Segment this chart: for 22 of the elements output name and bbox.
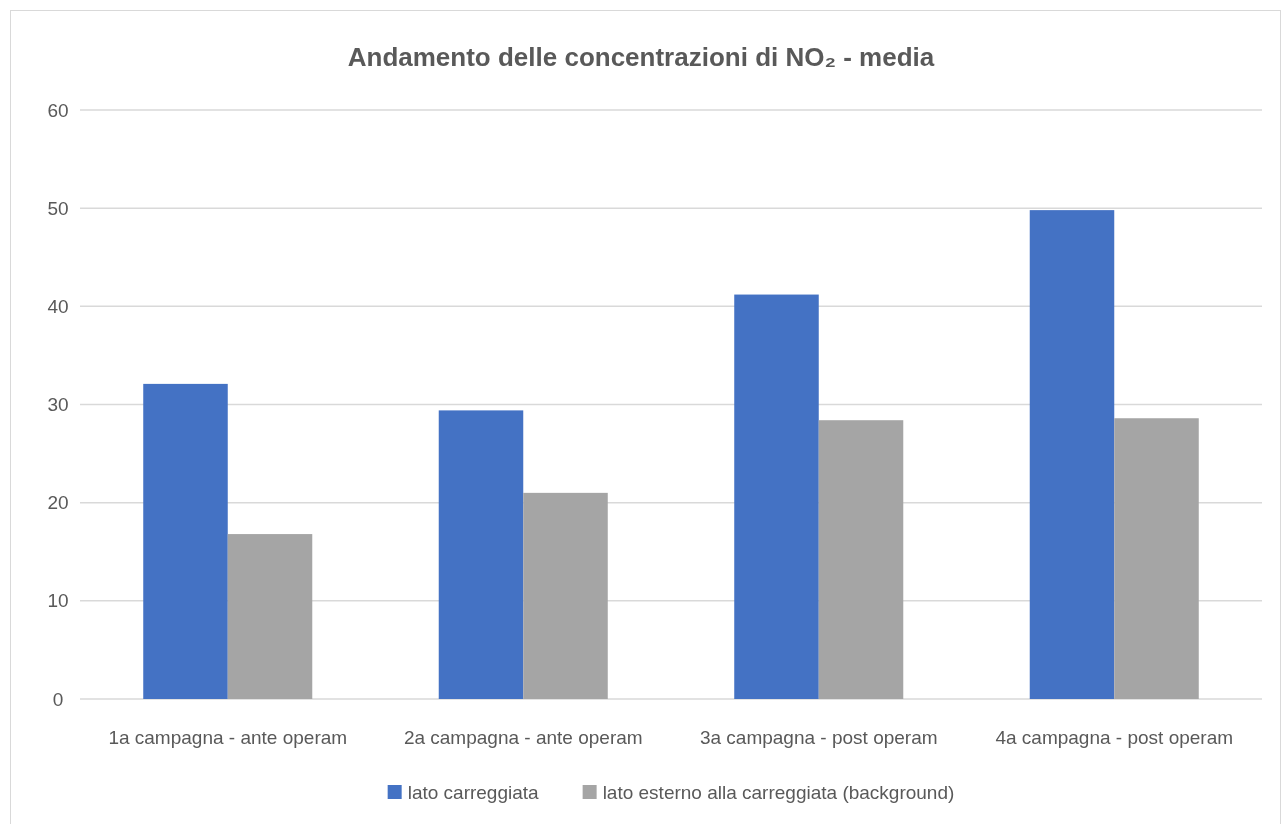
bar [1029,210,1115,699]
bar [438,410,524,699]
bar [143,383,228,699]
bar [227,534,313,699]
x-tick-label: 1a campagna - ante operam [108,726,348,748]
y-tick-label: 50 [47,197,69,219]
y-tick-label: 20 [47,492,69,514]
y-tick-label: 10 [47,590,69,612]
bar [523,492,608,699]
x-tick-label: 4a campagna - post operam [995,726,1234,748]
bar [818,420,904,699]
legend-label: lato carreggiata [407,781,540,803]
chart-title: Andamento delle concentrazioni di NO₂ - media [347,42,935,72]
y-tick-label: 40 [47,295,69,317]
x-tick-label: 3a campagna - post operam [699,726,938,748]
legend-label: lato esterno alla carreggiata (background) [602,781,955,803]
bar [734,294,819,699]
y-tick-label: 60 [47,99,69,121]
y-tick-label: 0 [52,688,64,710]
y-tick-label: 30 [47,394,69,416]
bar [1114,418,1199,699]
x-tick-label: 2a campagna - ante operam [403,726,643,748]
